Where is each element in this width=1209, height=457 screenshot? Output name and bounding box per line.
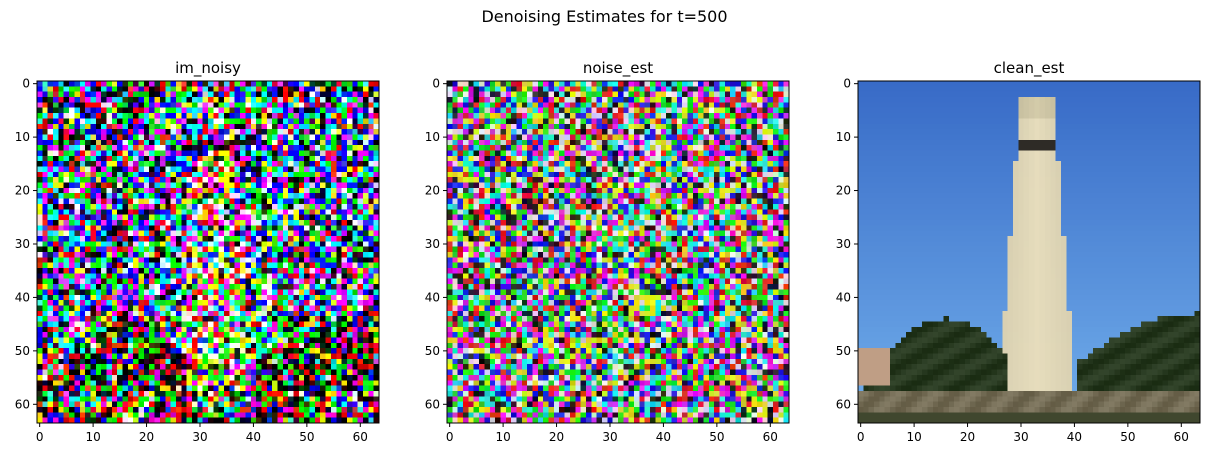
x-tick-label: 60 bbox=[1174, 430, 1189, 444]
x-tick-label: 20 bbox=[139, 430, 154, 444]
x-tick-label: 40 bbox=[656, 430, 671, 444]
y-tick-label: 20 bbox=[15, 184, 30, 198]
y-tick-label: 10 bbox=[15, 130, 30, 144]
im-noisy-axes: im_noisy 0 10 20 30 40 50 60 0 10 20 30 40 50 60 bbox=[15, 59, 380, 444]
im-noisy-image bbox=[37, 81, 379, 423]
y-tick-label: 40 bbox=[425, 290, 440, 304]
x-tick-label: 60 bbox=[353, 430, 368, 444]
x-tick-label: 30 bbox=[1013, 430, 1028, 444]
y-tick-label: 40 bbox=[836, 290, 851, 304]
y-tick-label: 10 bbox=[425, 130, 440, 144]
noise-est-title: noise_est bbox=[583, 59, 653, 78]
noise-est-frame bbox=[446, 80, 790, 424]
im-noisy-frame bbox=[36, 80, 380, 424]
x-tick-label: 10 bbox=[495, 430, 510, 444]
clean-est-image bbox=[858, 81, 1200, 423]
y-tick-label: 20 bbox=[836, 184, 851, 198]
x-tick-label: 10 bbox=[906, 430, 921, 444]
y-tick-label: 40 bbox=[15, 290, 30, 304]
x-tick-label: 60 bbox=[763, 430, 778, 444]
y-tick-label: 30 bbox=[425, 237, 440, 251]
y-tick-label: 30 bbox=[836, 237, 851, 251]
clean-est-title: clean_est bbox=[994, 59, 1065, 78]
y-tick-label: 0 bbox=[22, 77, 30, 91]
y-tick-label: 20 bbox=[425, 184, 440, 198]
clean-est-frame bbox=[857, 80, 1201, 424]
y-tick-label: 0 bbox=[432, 77, 440, 91]
x-tick-label: 40 bbox=[246, 430, 261, 444]
y-tick-label: 60 bbox=[15, 397, 30, 411]
y-tick-label: 60 bbox=[425, 397, 440, 411]
x-tick-label: 50 bbox=[299, 430, 314, 444]
y-tick-label: 0 bbox=[843, 77, 851, 91]
x-tick-label: 50 bbox=[1120, 430, 1135, 444]
y-tick-label: 50 bbox=[15, 344, 30, 358]
x-tick-label: 30 bbox=[602, 430, 617, 444]
figure-suptitle: Denoising Estimates for t=500 bbox=[481, 7, 728, 26]
x-tick-label: 20 bbox=[960, 430, 975, 444]
y-tick-label: 60 bbox=[836, 397, 851, 411]
y-tick-label: 50 bbox=[425, 344, 440, 358]
x-tick-label: 20 bbox=[549, 430, 564, 444]
x-tick-label: 10 bbox=[85, 430, 100, 444]
clean-est-axes: clean_est 0 10 20 30 40 50 60 0 10 20 30 40 50 60 bbox=[836, 59, 1201, 444]
x-tick-label: 30 bbox=[192, 430, 207, 444]
y-tick-label: 50 bbox=[836, 344, 851, 358]
x-tick-label: 40 bbox=[1067, 430, 1082, 444]
x-tick-label: 0 bbox=[36, 430, 44, 444]
y-tick-label: 30 bbox=[15, 237, 30, 251]
y-tick-label: 10 bbox=[836, 130, 851, 144]
x-tick-label: 0 bbox=[446, 430, 454, 444]
im-noisy-title: im_noisy bbox=[175, 59, 241, 78]
noise-est-image bbox=[447, 81, 789, 423]
noise-est-axes: noise_est 0 10 20 30 40 50 60 0 10 20 30 40 50 60 bbox=[425, 59, 790, 444]
x-tick-label: 50 bbox=[709, 430, 724, 444]
x-tick-label: 0 bbox=[857, 430, 865, 444]
